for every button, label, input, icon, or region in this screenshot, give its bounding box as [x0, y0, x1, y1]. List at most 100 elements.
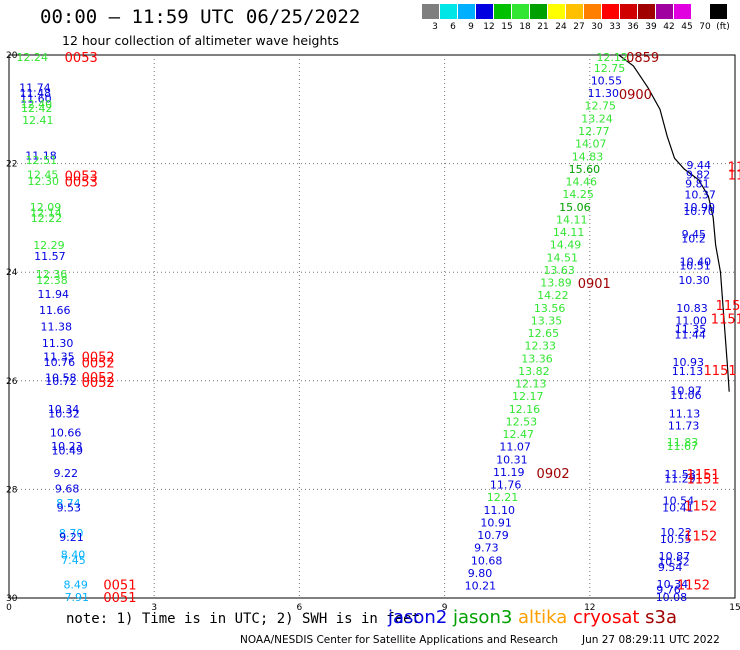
wave-height-label: 8.40	[61, 549, 85, 562]
wave-height-label: 10.93	[672, 356, 704, 369]
colorbar-label: 70	[699, 22, 711, 32]
colorbar-cell	[692, 4, 709, 19]
legend-jason3: jason3	[453, 607, 519, 628]
wave-height-label: 12.53	[506, 416, 537, 429]
wave-height-label: 11.60	[20, 92, 52, 105]
satellite-legend: jason2 jason3 altika cryosat s3a	[388, 607, 677, 628]
pass-time-label: 0859	[626, 51, 659, 66]
footer-credit: NOAA/NESDIS Center for Satellite Applica…	[240, 634, 558, 646]
page-title: 00:00 — 11:59 UTC 06/25/2022	[40, 6, 361, 28]
wave-height-label: 11.06	[670, 389, 702, 402]
wave-height-label: 9.44	[686, 159, 711, 172]
wave-height-label: 11.35	[675, 323, 707, 336]
wave-height-label: 10.79	[477, 529, 509, 542]
wave-height-label: 10.34	[48, 403, 80, 416]
colorbar-cell	[638, 4, 655, 19]
wave-height-label: 10.72	[45, 375, 77, 388]
wave-height-label: 12.47	[502, 428, 534, 441]
wave-height-label: 9.81	[685, 178, 710, 191]
wave-height-label: 10.90	[684, 201, 716, 214]
y-tick-label: 20	[6, 51, 18, 61]
wave-height-label: 11.35	[43, 350, 75, 363]
wave-height-label: 13.35	[531, 315, 563, 328]
pass-time-label: 0902	[537, 467, 570, 482]
wave-height-label: 8.49	[63, 578, 87, 591]
wave-height-label: 8.70	[59, 527, 84, 540]
pass-time-label: 0052	[82, 356, 115, 371]
wave-height-label: 11.83	[667, 436, 699, 449]
wave-height-label: 10.23	[51, 440, 83, 453]
wave-height-label: 12.65	[528, 327, 560, 340]
colorbar-label: 3	[432, 22, 438, 32]
wave-height-label: 14.22	[537, 289, 569, 302]
wave-height-label: 14.46	[565, 176, 597, 189]
colorbar-label: (ft)	[716, 22, 730, 32]
pass-time-label: 1151	[716, 299, 740, 314]
wave-height-label: 9.45	[682, 228, 707, 241]
wave-height-label: 11.30	[42, 337, 74, 350]
colorbar-label: 42	[663, 22, 675, 32]
wave-height-label: 11.74	[19, 82, 51, 95]
wave-height-label: 11.67	[666, 440, 698, 453]
pass-time-label: 0900	[619, 88, 652, 103]
wave-height-label: 11.30	[588, 87, 620, 100]
wave-height-label: 10.55	[660, 533, 692, 546]
colorbar-cell	[512, 4, 529, 19]
wave-height-label: 14.83	[572, 151, 604, 164]
wave-height-label: 14.25	[562, 188, 594, 201]
pass-time-label: 0901	[578, 277, 611, 292]
wave-height-label: 11.57	[34, 250, 66, 263]
wave-height-label: 9.73	[474, 542, 499, 555]
wave-height-label: 12.29	[33, 239, 64, 252]
wave-height-label: 12.17	[512, 390, 544, 403]
y-tick-label: 22	[6, 160, 17, 170]
colorbar-label: 30	[591, 22, 603, 32]
pass-time-label: 1151	[687, 473, 720, 488]
pass-time-label: 1151	[711, 312, 740, 327]
pass-time-label: 0051	[103, 591, 136, 606]
wave-height-label: 9.82	[686, 168, 711, 181]
wave-height-label: 11.19	[493, 466, 525, 479]
colorbar-cell	[422, 4, 439, 19]
colorbar-label: 24	[555, 22, 567, 32]
wave-height-label: 9.68	[55, 482, 80, 495]
wave-height-label: 14.49	[550, 239, 582, 252]
wave-height-label: 12.45	[27, 168, 58, 181]
wave-height-label: 12.36	[36, 268, 67, 281]
wave-height-label: 12.42	[21, 102, 53, 115]
pass-time-labels: 0053005300530052005200520052005100510859…	[65, 51, 740, 606]
colorbar-label: 27	[573, 22, 585, 32]
wave-height-label: 9.53	[57, 501, 81, 514]
wave-height-label: 11.10	[483, 504, 515, 517]
colorbar-label: 39	[645, 22, 657, 32]
pass-time-label: 0053	[65, 176, 98, 191]
wave-height-label: 10.91	[480, 517, 512, 530]
wave-height-label: 10.76	[44, 356, 76, 369]
wave-height-label: 12.24	[16, 51, 47, 64]
pass-time-label: 1151	[687, 468, 720, 483]
wave-height-label: 11.07	[499, 441, 531, 454]
footnote: note: 1) Time is in UTC; 2) SWH is in fe…	[66, 611, 421, 627]
wave-height-label: 12.30	[27, 175, 59, 188]
wave-height-label: 12.51	[26, 154, 58, 167]
wave-height-label: 13.36	[521, 353, 553, 366]
wave-height-label: 10.34	[657, 578, 689, 591]
wave-height-label: 13.63	[543, 264, 575, 277]
y-tick-label: 24	[6, 268, 18, 278]
wave-height-label: 10.49	[51, 444, 83, 457]
wave-height-label: 14.11	[556, 214, 588, 227]
wave-height-label: 10.55	[591, 75, 623, 88]
wave-height-label: 12.33	[525, 340, 557, 353]
colorbar-label: 6	[450, 22, 456, 32]
colorbar-cell	[584, 4, 601, 19]
wave-height-label: 13.82	[518, 365, 550, 378]
colorbar-label: 15	[501, 22, 513, 32]
wave-height-label: 10.58	[45, 372, 76, 385]
pass-time-label: 11	[728, 168, 740, 183]
x-tick-label: 15	[729, 603, 740, 613]
wave-height-label: 12.41	[22, 114, 54, 127]
wave-height-label: 13.89	[540, 277, 572, 290]
wave-height-label: 12.38	[36, 274, 68, 287]
wave-height-label: 11.00	[675, 315, 707, 328]
